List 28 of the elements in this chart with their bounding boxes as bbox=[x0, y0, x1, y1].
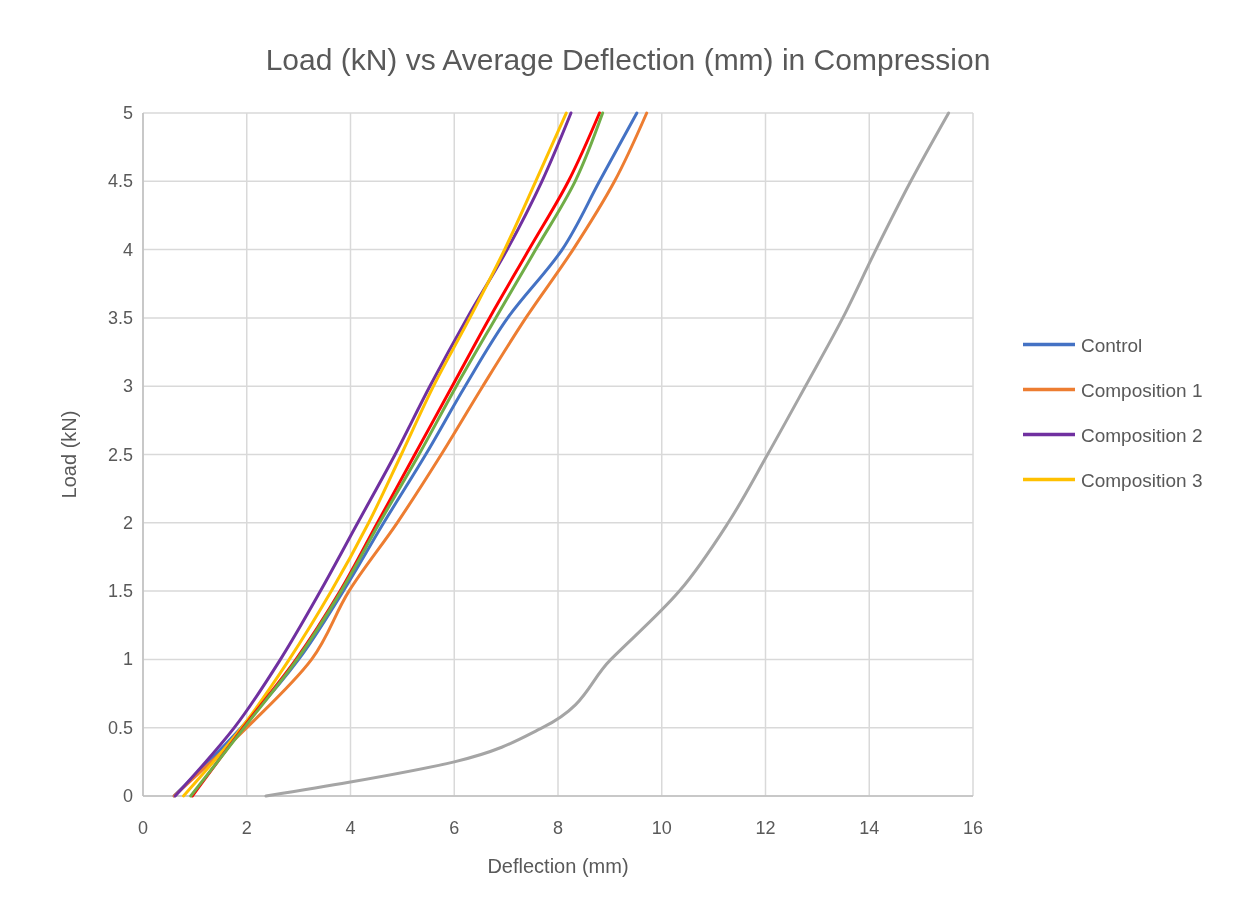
x-tick-label: 2 bbox=[241, 818, 252, 838]
y-tick-label: 4.5 bbox=[107, 171, 133, 192]
x-tick-label: 6 bbox=[449, 818, 460, 838]
y-tick-label: 3 bbox=[122, 376, 133, 397]
legend-label: Control bbox=[1081, 334, 1143, 356]
y-tick-label: 4 bbox=[122, 239, 133, 260]
chart-title: Load (kN) vs Average Deflection (mm) in Compression bbox=[265, 43, 991, 76]
legend-label: Composition 3 bbox=[1081, 469, 1203, 491]
y-tick-label: 1 bbox=[122, 649, 133, 670]
x-tick-label: 0 bbox=[137, 818, 149, 838]
legend-label: Composition 1 bbox=[1081, 379, 1203, 401]
y-tick-label: 2.5 bbox=[107, 444, 133, 465]
y-tick-label: 1.5 bbox=[107, 581, 133, 602]
x-axis-title: Deflection (mm) bbox=[487, 855, 629, 877]
y-tick-label: 0.5 bbox=[107, 717, 133, 738]
y-tick-label: 3.5 bbox=[107, 307, 133, 328]
x-tick-label: 8 bbox=[552, 818, 564, 838]
x-tick-label: 12 bbox=[755, 818, 776, 838]
x-tick-label: 10 bbox=[651, 818, 672, 838]
x-tick-label: 14 bbox=[859, 818, 880, 838]
y-axis-title: Load (kN) bbox=[58, 410, 80, 499]
x-tick-label: 4 bbox=[345, 818, 356, 838]
legend-label: Composition 2 bbox=[1081, 424, 1203, 446]
x-tick-label: 16 bbox=[962, 818, 984, 838]
line-series bbox=[264, 111, 951, 798]
y-tick-label: 2 bbox=[122, 512, 133, 533]
y-tick-label: 0 bbox=[122, 786, 133, 806]
y-tick-label: 5 bbox=[122, 103, 133, 123]
